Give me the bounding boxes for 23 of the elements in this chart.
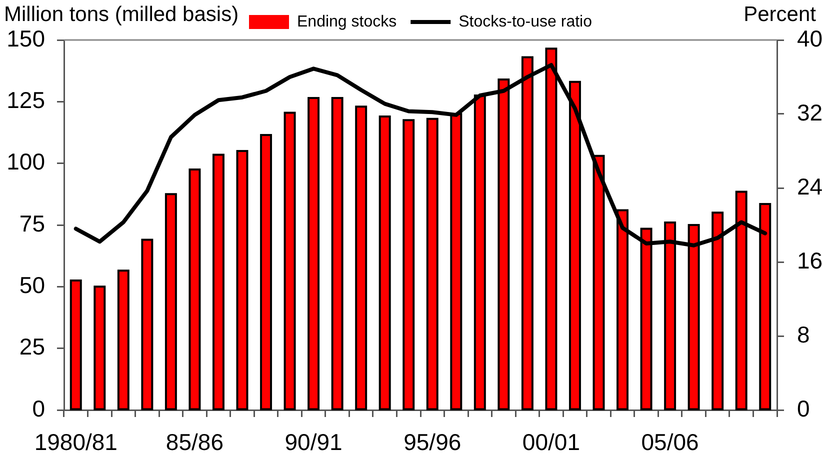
x-tick-label: 05/06 <box>641 429 699 456</box>
y2-tick-label: 8 <box>797 321 810 348</box>
y2-tick-label: 24 <box>797 173 822 200</box>
y2-tick-label: 0 <box>797 395 810 422</box>
y-tick-label: 50 <box>19 272 45 298</box>
y-tick-label: 75 <box>19 210 45 236</box>
y-tick-label: 150 <box>6 25 45 52</box>
y2-tick-label: 32 <box>797 99 822 126</box>
x-tick-label: 85/86 <box>166 429 224 456</box>
y-tick-label: 125 <box>6 87 45 114</box>
y2-tick-label: 16 <box>797 247 822 274</box>
x-tick-label: 00/01 <box>522 429 580 456</box>
y-tick-label: 0 <box>32 395 45 422</box>
legend-label: Stocks-to-use ratio <box>458 13 592 30</box>
y-tick-label: 25 <box>19 334 45 360</box>
y2-axis-title: Percent <box>744 3 816 26</box>
x-tick-label: 95/96 <box>404 429 462 456</box>
y-tick-label: 100 <box>6 148 45 175</box>
x-tick-label: 90/91 <box>284 429 342 456</box>
x-tick-label: 1980/81 <box>34 429 118 456</box>
legend-label: Ending stocks <box>297 13 397 30</box>
y2-tick-label: 40 <box>797 25 822 52</box>
y-axis-title: Million tons (milled basis) <box>4 3 239 26</box>
